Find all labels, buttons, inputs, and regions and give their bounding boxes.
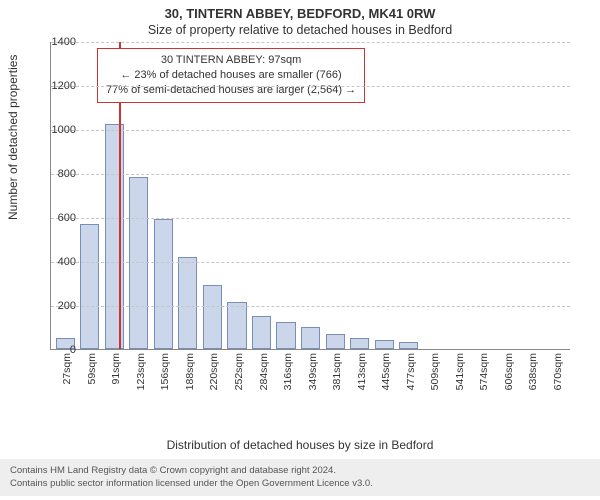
bar-slot: 638sqm [519, 42, 544, 349]
x-tick-label: 252sqm [229, 349, 245, 390]
x-tick-label: 59sqm [82, 349, 98, 385]
grid-line [51, 306, 570, 307]
bar-slot: 541sqm [446, 42, 471, 349]
x-tick-label: 477sqm [401, 349, 417, 390]
footer-line-1: Contains HM Land Registry data © Crown c… [10, 465, 590, 477]
x-tick-label: 445sqm [376, 349, 392, 390]
x-axis-label: Distribution of detached houses by size … [0, 438, 600, 452]
x-tick-label: 284sqm [254, 349, 270, 390]
y-axis-label: Number of detached properties [6, 55, 20, 220]
grid-line [51, 42, 570, 43]
grid-line [51, 262, 570, 263]
plot-area: 27sqm59sqm91sqm123sqm156sqm188sqm220sqm2… [50, 42, 570, 350]
histogram-bar [80, 224, 99, 349]
info-line-3: 77% of semi-detached houses are larger (… [106, 83, 356, 98]
x-tick-label: 638sqm [523, 349, 539, 390]
bar-slot: 606sqm [495, 42, 520, 349]
chart-container: 27sqm59sqm91sqm123sqm156sqm188sqm220sqm2… [50, 42, 570, 412]
y-tick-label: 1400 [40, 36, 76, 48]
histogram-bar [350, 338, 369, 349]
histogram-bar [227, 302, 246, 349]
histogram-bar [252, 316, 271, 349]
x-tick-label: 123sqm [131, 349, 147, 390]
histogram-bar [301, 327, 320, 349]
x-tick-label: 316sqm [278, 349, 294, 390]
histogram-bar [399, 342, 418, 349]
x-tick-label: 509sqm [425, 349, 441, 390]
footer: Contains HM Land Registry data © Crown c… [0, 459, 600, 496]
info-line-1: 30 TINTERN ABBEY: 97sqm [106, 53, 356, 68]
grid-line [51, 130, 570, 131]
histogram-bar [178, 257, 197, 349]
grid-line [51, 174, 570, 175]
page-subtitle: Size of property relative to detached ho… [0, 21, 600, 41]
x-tick-label: 574sqm [474, 349, 490, 390]
grid-line [51, 218, 570, 219]
y-tick-label: 1000 [40, 124, 76, 136]
y-tick-label: 800 [40, 168, 76, 180]
bar-slot: 574sqm [470, 42, 495, 349]
x-tick-label: 541sqm [450, 349, 466, 390]
x-tick-label: 381sqm [327, 349, 343, 390]
info-box: 30 TINTERN ABBEY: 97sqm ← 23% of detache… [97, 48, 365, 103]
x-tick-label: 606sqm [499, 349, 515, 390]
y-tick-label: 1200 [40, 80, 76, 92]
y-tick-label: 200 [40, 300, 76, 312]
x-tick-label: 670sqm [548, 349, 564, 390]
footer-line-2: Contains public sector information licen… [10, 478, 590, 490]
histogram-bar [375, 340, 394, 349]
page-title: 30, TINTERN ABBEY, BEDFORD, MK41 0RW [0, 0, 600, 21]
x-tick-label: 349sqm [303, 349, 319, 390]
histogram-bar [203, 285, 222, 349]
bar-slot: 477sqm [396, 42, 421, 349]
y-tick-label: 600 [40, 212, 76, 224]
bar-slot: 509sqm [421, 42, 446, 349]
info-line-2: ← 23% of detached houses are smaller (76… [106, 68, 356, 83]
y-tick-label: 400 [40, 256, 76, 268]
x-tick-label: 188sqm [180, 349, 196, 390]
x-tick-label: 413sqm [352, 349, 368, 390]
x-tick-label: 220sqm [204, 349, 220, 390]
histogram-bar [276, 322, 295, 350]
bar-slot: 670sqm [544, 42, 569, 349]
histogram-bar [326, 334, 345, 349]
x-tick-label: 156sqm [155, 349, 171, 390]
bar-slot: 445sqm [372, 42, 397, 349]
y-tick-label: 0 [40, 344, 76, 356]
grid-line [51, 86, 570, 87]
histogram-bar [154, 219, 173, 349]
x-tick-label: 91sqm [106, 349, 122, 385]
histogram-bar [129, 177, 148, 349]
